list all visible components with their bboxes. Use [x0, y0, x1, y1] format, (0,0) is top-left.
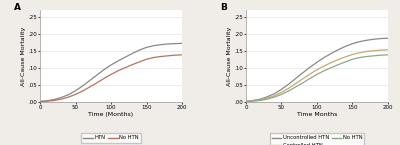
Legend: HTN, No HTN: HTN, No HTN — [81, 133, 141, 143]
X-axis label: Time (Months): Time (Months) — [88, 112, 134, 117]
Text: A: A — [14, 3, 22, 12]
Y-axis label: All-Cause Mortality: All-Cause Mortality — [21, 26, 26, 86]
Legend: Uncontrolled HTN, Controlled HTN, No HTN: Uncontrolled HTN, Controlled HTN, No HTN — [270, 133, 364, 145]
Text: B: B — [220, 3, 227, 12]
X-axis label: Time Months: Time Months — [297, 112, 337, 117]
Y-axis label: All-Cause Mortality: All-Cause Mortality — [227, 26, 232, 86]
